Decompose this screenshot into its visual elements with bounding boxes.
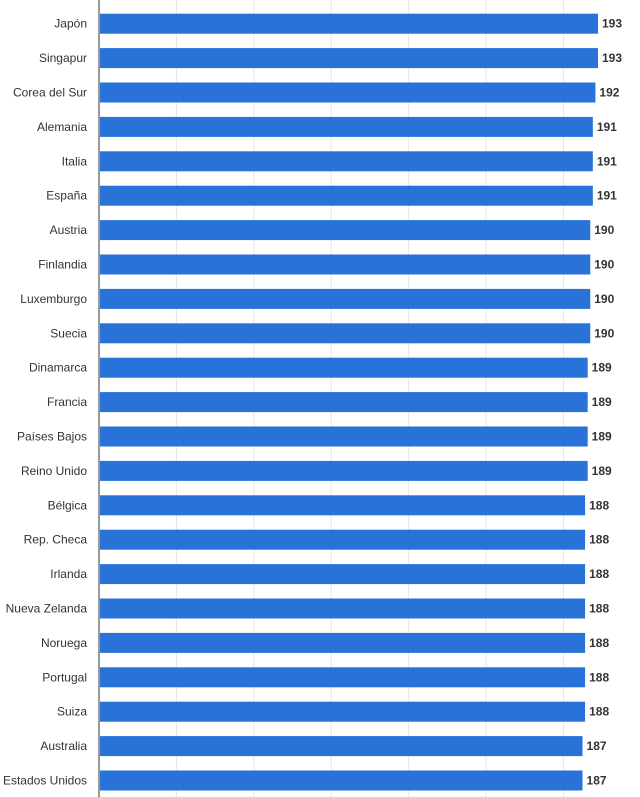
bar-pa-ses-bajos[interactable] (100, 426, 588, 447)
value-labels: 193 193 192 191 191 191 190 190 190 190 189 189 189 1… (587, 17, 623, 788)
category-label: Italia (62, 154, 88, 168)
value-label: 189 (592, 395, 612, 409)
category-label: Reino Unido (21, 464, 87, 478)
category-label: Luxemburgo (20, 292, 87, 306)
value-label: 191 (597, 154, 617, 168)
category-label: Estados Unidos (3, 774, 87, 788)
value-label: 190 (594, 258, 614, 272)
bar-suecia[interactable] (100, 323, 591, 344)
bar-finlandia[interactable] (100, 254, 591, 275)
category-label: Dinamarca (29, 361, 87, 375)
value-label: 188 (589, 636, 609, 650)
category-label: Corea del Sur (13, 86, 87, 100)
value-label: 189 (592, 464, 612, 478)
value-label: 189 (592, 430, 612, 444)
category-label: Suecia (50, 326, 87, 340)
value-label: 187 (587, 739, 607, 753)
bar-jap-n[interactable] (100, 13, 598, 34)
bar-rep-checa[interactable] (100, 529, 586, 550)
bar-portugal[interactable] (100, 667, 586, 688)
category-label: Irlanda (50, 567, 87, 581)
bar-francia[interactable] (100, 392, 588, 413)
category-label: Australia (40, 739, 87, 753)
category-labels: Japón Singapur Corea del Sur Alemania Italia… (3, 17, 87, 788)
bar-dinamarca[interactable] (100, 357, 588, 378)
value-label: 193 (602, 17, 622, 31)
category-label: Singapur (39, 51, 87, 65)
value-label: 192 (599, 86, 619, 100)
bar-b-lgica[interactable] (100, 495, 586, 516)
value-label: 190 (594, 292, 614, 306)
category-label: Nueva Zelanda (6, 602, 88, 616)
category-label: Japón (54, 17, 87, 31)
value-label: 187 (587, 774, 607, 788)
value-label: 190 (594, 223, 614, 237)
category-label: Finlandia (38, 258, 87, 272)
bar-reino-unido[interactable] (100, 460, 588, 481)
value-label: 193 (602, 51, 622, 65)
value-label: 190 (594, 326, 614, 340)
category-label: Francia (47, 395, 87, 409)
bar-irlanda[interactable] (100, 564, 586, 585)
value-label: 188 (589, 705, 609, 719)
category-label: Austria (50, 223, 88, 237)
value-label: 188 (589, 602, 609, 616)
bars (100, 13, 598, 791)
bar-espa-a[interactable] (100, 185, 593, 206)
category-label: España (46, 189, 87, 203)
bar-nueva-zelanda[interactable] (100, 598, 586, 619)
bar-estados-unidos[interactable] (100, 770, 583, 791)
category-label: Alemania (37, 120, 87, 134)
value-label: 191 (597, 120, 617, 134)
category-label: Países Bajos (17, 430, 87, 444)
category-label: Bélgica (48, 498, 88, 512)
bar-luxemburgo[interactable] (100, 288, 591, 309)
value-label: 188 (589, 567, 609, 581)
category-label: Noruega (41, 636, 87, 650)
bar-suiza[interactable] (100, 701, 586, 722)
bar-italia[interactable] (100, 151, 593, 172)
category-label: Portugal (42, 670, 87, 684)
bar-austria[interactable] (100, 220, 591, 241)
bar-corea-del-sur[interactable] (100, 82, 596, 103)
value-label: 188 (589, 498, 609, 512)
bar-singapur[interactable] (100, 48, 598, 69)
bar-australia[interactable] (100, 736, 583, 757)
value-label: 189 (592, 361, 612, 375)
value-label: 188 (589, 670, 609, 684)
category-label: Rep. Checa (24, 533, 88, 547)
bar-alemania[interactable] (100, 116, 593, 137)
bar-noruega[interactable] (100, 632, 586, 653)
value-label: 191 (597, 189, 617, 203)
value-label: 188 (589, 533, 609, 547)
category-label: Suiza (57, 705, 87, 719)
